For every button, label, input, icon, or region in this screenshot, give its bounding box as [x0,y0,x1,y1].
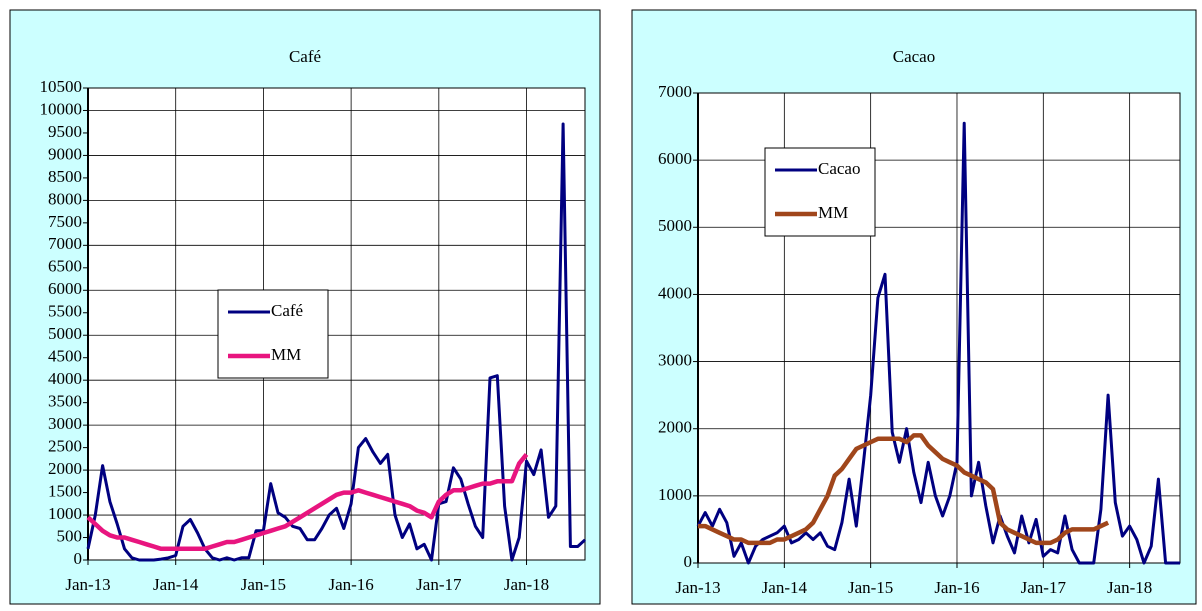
y-tick-label: 5000 [48,324,82,343]
y-tick-label: 0 [684,552,693,571]
y-tick-label: 6000 [48,279,82,298]
y-tick-label: 8000 [48,189,82,208]
y-tick-label: 9500 [48,122,82,141]
legend [764,147,876,237]
x-tick-label: Jan-14 [762,578,808,597]
x-tick-label: Jan-16 [934,578,979,597]
chart-title: Cacao [893,47,935,66]
x-tick-label: Jan-13 [675,578,720,597]
y-tick-label: 6500 [48,257,82,276]
x-tick-label: Jan-13 [65,575,110,594]
y-tick-label: 9000 [48,144,82,163]
plot-area [87,87,586,561]
y-tick-label: 5500 [48,302,82,321]
y-tick-label: 1500 [48,481,82,500]
x-tick-label: Jan-18 [1107,578,1152,597]
y-tick-label: 4000 [658,283,692,302]
y-tick-label: 6000 [658,149,692,168]
legend-label: MM [271,345,301,364]
y-tick-label: 7500 [48,212,82,231]
x-tick-label: Jan-18 [504,575,549,594]
legend-label: MM [818,203,848,222]
legend-label: Café [271,301,303,320]
chart-title: Café [289,47,321,66]
x-tick-label: Jan-17 [1021,578,1067,597]
x-tick-label: Jan-16 [328,575,373,594]
y-tick-label: 7000 [658,82,692,101]
y-tick-label: 5000 [658,216,692,235]
x-tick-label: Jan-17 [416,575,462,594]
y-tick-label: 3500 [48,392,82,411]
y-tick-label: 3000 [658,350,692,369]
y-tick-label: 0 [74,549,83,568]
legend [217,289,329,379]
y-tick-label: 2000 [48,459,82,478]
series-line [86,122,587,562]
y-tick-label: 10500 [40,77,83,96]
y-tick-label: 1000 [658,485,692,504]
y-tick-label: 3000 [48,414,82,433]
x-tick-label: Jan-15 [241,575,286,594]
x-tick-label: Jan-15 [848,578,893,597]
x-tick-label: Jan-14 [153,575,199,594]
y-tick-label: 2000 [658,418,692,437]
series-line [86,452,529,552]
y-tick-label: 7000 [48,234,82,253]
series-line [698,433,1110,546]
y-tick-label: 1000 [48,504,82,523]
y-tick-label: 10000 [40,99,83,118]
y-tick-label: 8500 [48,167,82,186]
y-tick-label: 500 [57,526,83,545]
series-line [696,121,1180,565]
legend-label: Cacao [818,159,860,178]
y-tick-label: 2500 [48,437,82,456]
y-tick-label: 4000 [48,369,82,388]
y-tick-label: 4500 [48,347,82,366]
